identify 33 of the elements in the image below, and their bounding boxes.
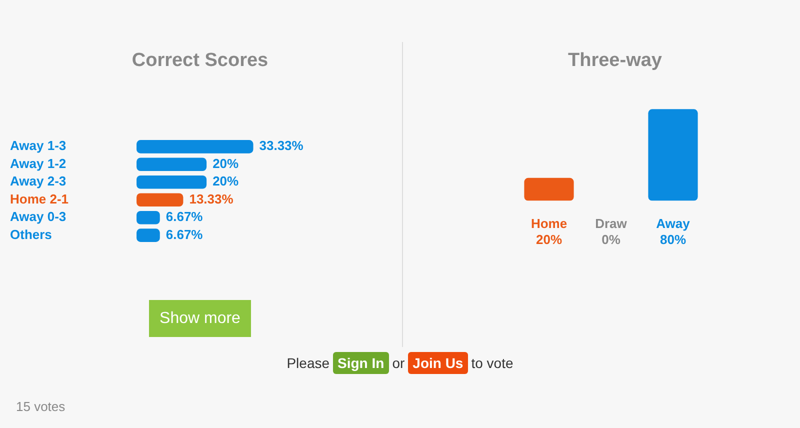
bar xyxy=(136,210,160,224)
data-label: 20% xyxy=(212,174,240,189)
data-label: 6.67% xyxy=(166,209,204,224)
text: or xyxy=(392,355,405,371)
data-label: 20% xyxy=(212,156,240,171)
text: Join Us xyxy=(408,352,468,374)
y-tick-label: Away 1-3 xyxy=(10,138,66,154)
bar xyxy=(136,175,207,189)
text: Show more xyxy=(149,300,251,337)
y-tick-label: Away 2-3 xyxy=(10,174,66,189)
data-label: 20% xyxy=(536,232,562,247)
y-tick-label: Away 1-2 xyxy=(10,156,66,171)
bar xyxy=(136,193,184,207)
text: to vote xyxy=(471,355,514,371)
x-tick-label: Away xyxy=(656,216,691,232)
data-label: 0% xyxy=(602,232,621,247)
data-label: 33.33% xyxy=(259,138,304,154)
y-tick-label: Away 0-3 xyxy=(10,209,66,224)
bar xyxy=(136,140,254,154)
data-label: 80% xyxy=(660,232,686,247)
bar xyxy=(136,228,160,242)
x-tick-label: Home xyxy=(530,216,568,232)
data-label: 6.67% xyxy=(166,226,204,242)
y-tick-label: Home 2-1 xyxy=(10,191,69,206)
chart-title: Three-way xyxy=(567,50,663,72)
chart-title: Correct Scores xyxy=(130,50,270,72)
text: Please xyxy=(286,355,330,371)
x-tick-label: Draw xyxy=(595,216,628,232)
data-label: 13.33% xyxy=(189,191,234,206)
bar xyxy=(136,158,207,172)
y-tick-label: Others xyxy=(10,226,52,242)
text: 15 votes xyxy=(16,399,66,414)
text: Sign In xyxy=(332,352,390,374)
